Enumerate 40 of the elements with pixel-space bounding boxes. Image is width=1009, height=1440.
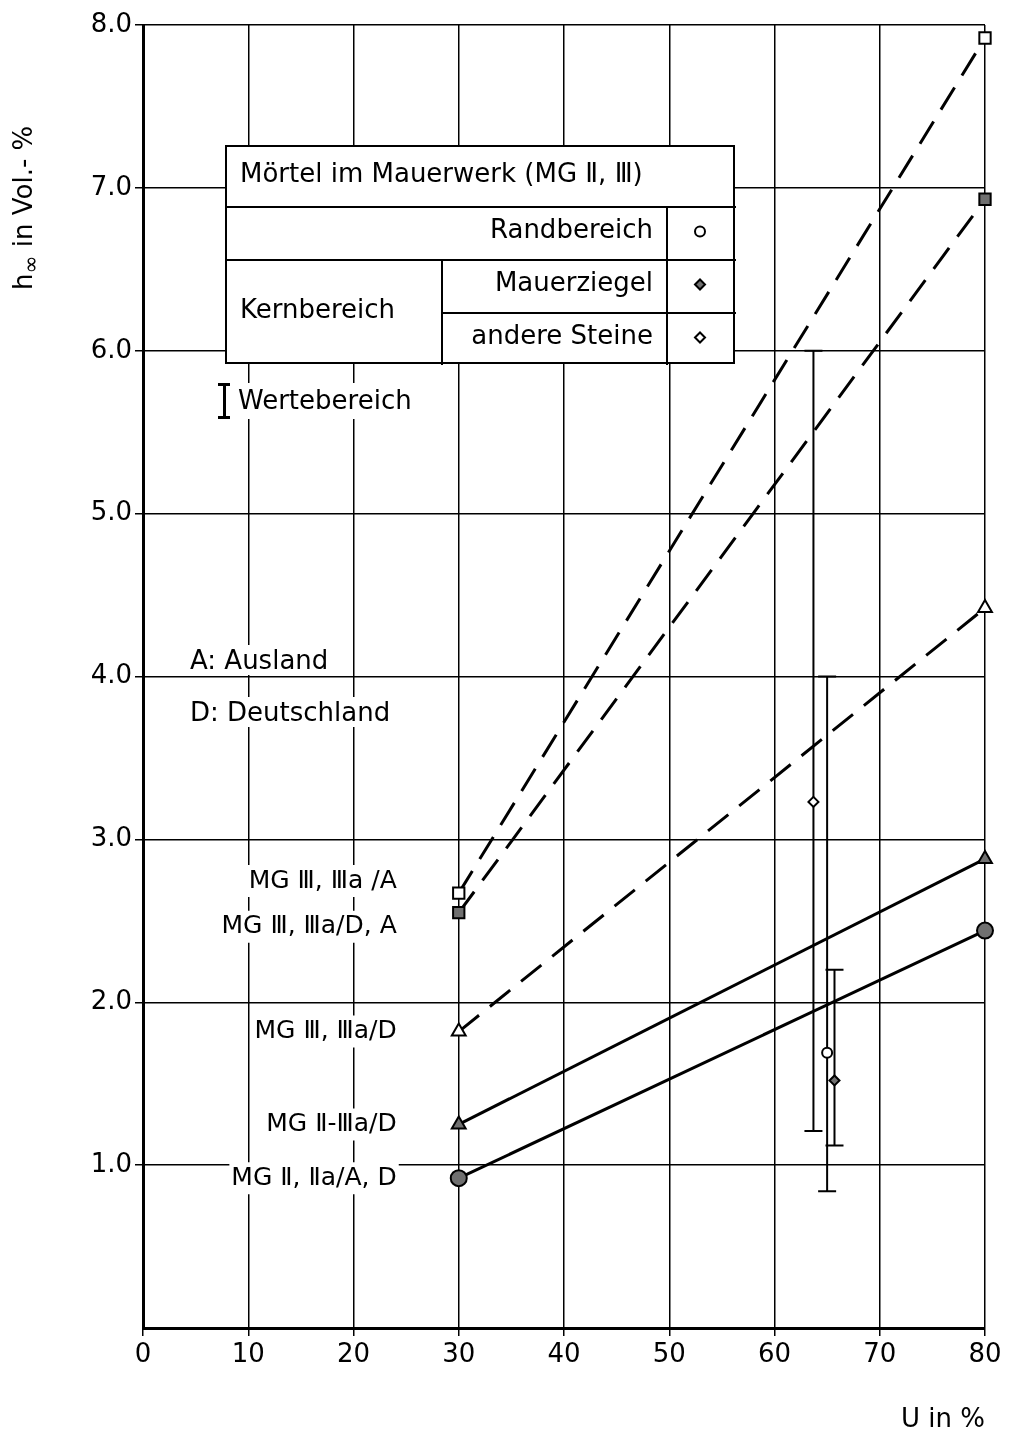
y-tick-label: 3.0 bbox=[90, 822, 132, 853]
point bbox=[452, 906, 466, 920]
y-tick-label: 8.0 bbox=[90, 7, 132, 38]
y-tick-label: 1.0 bbox=[90, 1147, 132, 1178]
y-tick-label: 6.0 bbox=[90, 333, 132, 364]
point bbox=[978, 192, 992, 206]
legend-title: Mörtel im Mauerwerk (MG Ⅱ, Ⅲ) bbox=[240, 157, 643, 188]
text: MG Ⅱ, Ⅱa/A, D bbox=[231, 1161, 397, 1191]
text: MG Ⅱ-Ⅲa/D bbox=[266, 1107, 397, 1137]
annotation: D: Deutschland bbox=[190, 697, 391, 727]
x-tick-label: 20 bbox=[336, 1337, 371, 1368]
text: MG Ⅲ, Ⅲa/D bbox=[254, 1015, 397, 1045]
y-tick-label: 4.0 bbox=[90, 659, 132, 690]
x-axis-title: U in % bbox=[901, 1403, 985, 1434]
x-tick-label: 10 bbox=[231, 1337, 265, 1368]
x-tick-label: 80 bbox=[968, 1337, 1002, 1368]
legend-label: Mauerziegel bbox=[494, 267, 653, 298]
point bbox=[807, 795, 820, 808]
point bbox=[976, 921, 994, 940]
y-tick-label: 7.0 bbox=[90, 170, 132, 201]
point bbox=[828, 1074, 841, 1087]
annotation: Wertebereich bbox=[218, 383, 412, 419]
x-tick-label: 50 bbox=[652, 1337, 686, 1368]
x-tick-label: 0 bbox=[134, 1337, 152, 1368]
point bbox=[452, 886, 466, 900]
point bbox=[978, 31, 992, 45]
x-tick-label: 40 bbox=[547, 1337, 581, 1368]
annotation: A: Ausland bbox=[190, 645, 329, 675]
text: MG Ⅲ, Ⅲa/D, A bbox=[221, 910, 397, 940]
y-tick-label: 2.0 bbox=[90, 985, 132, 1015]
text: MG Ⅲ, Ⅲa /A bbox=[248, 864, 397, 894]
annotation: Kernbereich bbox=[240, 293, 396, 324]
point bbox=[449, 1169, 468, 1188]
y-tick-label: 5.0 bbox=[90, 496, 132, 527]
x-tick-label: 30 bbox=[442, 1337, 476, 1368]
x-tick-label: 70 bbox=[863, 1337, 897, 1368]
point bbox=[821, 1046, 834, 1059]
legend-label: Randbereich bbox=[489, 214, 653, 245]
x-tick-label: 60 bbox=[757, 1337, 792, 1368]
legend-label: andere Steine bbox=[471, 320, 653, 351]
